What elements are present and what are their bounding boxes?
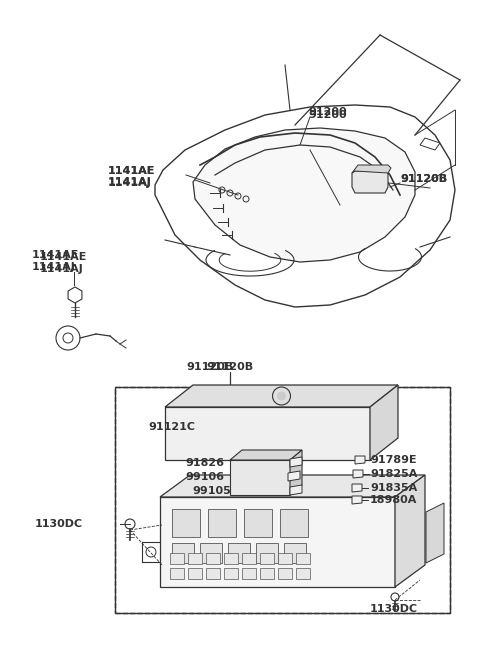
Text: 91120B: 91120B [186,362,234,372]
Text: 1141AE: 1141AE [32,250,79,260]
Bar [260,568,274,579]
Bar [224,553,238,564]
Bar [188,553,202,564]
Bar [256,543,278,563]
Bar [242,568,256,579]
Bar [115,387,450,613]
Text: 1130DC: 1130DC [370,604,418,614]
Text: 91120B: 91120B [206,362,253,372]
Bar [200,543,222,563]
Bar [172,509,200,537]
Polygon shape [355,456,365,464]
Text: 91826: 91826 [185,458,224,468]
Bar [208,509,236,537]
Bar [228,543,250,563]
Polygon shape [165,407,370,460]
Text: 91835A: 91835A [370,483,417,493]
Text: 91121C: 91121C [148,422,195,432]
Polygon shape [290,457,302,467]
Text: 1141AE: 1141AE [108,166,156,176]
Bar [170,553,184,564]
Polygon shape [352,171,388,193]
Bar [280,509,308,537]
Polygon shape [395,475,425,587]
Polygon shape [155,105,455,307]
Bar [284,543,306,563]
Bar [296,553,310,564]
Polygon shape [353,470,363,478]
Bar [224,568,238,579]
Polygon shape [352,496,362,504]
Polygon shape [352,165,391,173]
Text: 1141AJ: 1141AJ [108,177,152,187]
Polygon shape [193,128,415,262]
Bar [244,509,272,537]
Text: 91789E: 91789E [370,455,417,465]
Polygon shape [290,450,302,495]
Text: 1141AE: 1141AE [40,252,87,262]
Bar [115,387,450,613]
Bar [260,553,274,564]
Text: 91120B: 91120B [400,174,447,184]
Bar [206,553,220,564]
Text: 1141AJ: 1141AJ [40,264,84,274]
Polygon shape [230,460,290,495]
Text: 1130DC: 1130DC [35,519,83,529]
Circle shape [277,392,286,400]
Bar [242,553,256,564]
Polygon shape [426,503,444,563]
Bar [172,543,194,563]
Bar [278,568,292,579]
Polygon shape [290,485,302,495]
Polygon shape [370,385,398,460]
Bar [188,568,202,579]
Text: 1141AJ: 1141AJ [32,262,76,272]
Polygon shape [165,385,398,407]
Text: 91200: 91200 [308,110,347,120]
Bar [206,568,220,579]
Text: 1141AJ: 1141AJ [108,178,152,188]
Text: 91825A: 91825A [370,469,418,479]
Polygon shape [160,497,395,587]
Text: 91120B: 91120B [400,174,447,184]
Polygon shape [288,471,300,481]
Bar [278,553,292,564]
Bar [296,568,310,579]
Text: 1141AE: 1141AE [108,166,156,176]
Text: 18980A: 18980A [370,495,418,505]
Polygon shape [420,138,440,150]
Text: 99105: 99105 [192,486,231,496]
Polygon shape [68,287,82,303]
Text: 99106: 99106 [185,472,224,482]
Polygon shape [160,475,425,497]
Polygon shape [352,484,362,492]
Bar [170,568,184,579]
Text: 91200: 91200 [308,107,347,117]
Polygon shape [230,450,302,460]
